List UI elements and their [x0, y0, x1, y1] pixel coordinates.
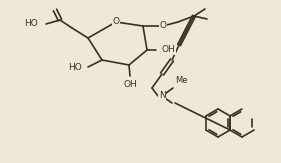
- Text: Me: Me: [175, 76, 187, 85]
- Text: HO: HO: [24, 20, 38, 29]
- Text: OH: OH: [123, 80, 137, 89]
- Text: O: O: [112, 17, 119, 27]
- Text: OH: OH: [162, 45, 176, 54]
- Text: N: N: [159, 91, 166, 101]
- Text: HO: HO: [68, 62, 82, 72]
- Text: O: O: [160, 22, 167, 30]
